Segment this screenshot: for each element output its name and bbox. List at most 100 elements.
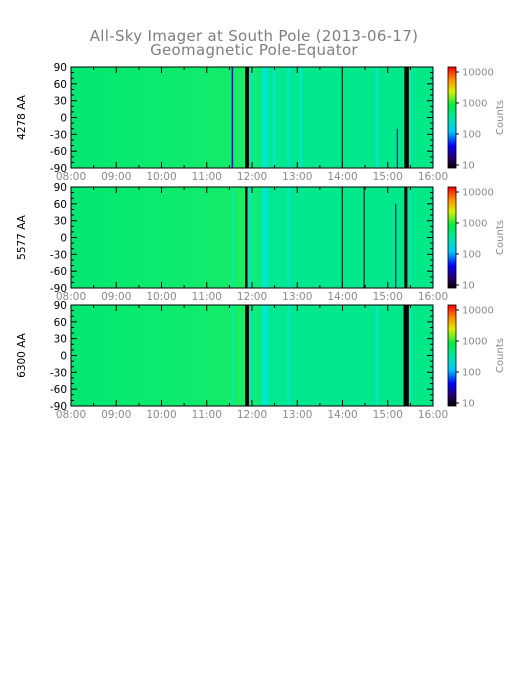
heatmap-stripe-5 <box>375 305 378 406</box>
y-tick-label: -60 <box>50 266 67 278</box>
y-tick-label: 90 <box>54 300 67 312</box>
y-tick-label: 60 <box>54 199 67 211</box>
chart-title: All-Sky Imager at South Pole (2013-06-17… <box>90 27 418 45</box>
colorbar <box>447 186 457 289</box>
heatmap-stripe-6 <box>363 187 365 288</box>
x-tick-label: 16:00 <box>418 409 448 421</box>
x-tick-label: 14:00 <box>327 171 357 183</box>
x-tick-label: 08:00 <box>56 409 86 421</box>
heatmap-stripe-10 <box>404 67 409 168</box>
y-axis-label: 4278 AA <box>16 94 28 140</box>
heatmap-stripe-5 <box>287 67 290 168</box>
colorbar-label: Counts <box>495 220 506 255</box>
x-tick-label: 09:00 <box>101 291 131 303</box>
heatmap-stripe-1 <box>245 187 248 288</box>
panel-5577: 08:00 09:00 10:00 11:00 12:00 13:00 14:00 15:00… <box>16 182 506 303</box>
panel-4278: 08:00 09:00 10:00 11:00 12:00 13:00 14:00 15:00… <box>16 62 506 183</box>
heatmap-stripe-4 <box>273 67 276 168</box>
y-tick-label: 0 <box>60 233 67 245</box>
y-tick-label: -30 <box>50 367 67 379</box>
x-tick-label: 13:00 <box>282 171 312 183</box>
x-tick-label: 11:00 <box>192 171 222 183</box>
y-tick-label: 90 <box>54 62 67 74</box>
y-tick-label: 60 <box>54 79 67 91</box>
colorbar-label: Counts <box>495 100 506 135</box>
heatmap-stripe-0 <box>231 67 234 168</box>
heatmap-stripe-7 <box>409 305 412 406</box>
heatmap-stripe-2 <box>250 305 253 406</box>
heatmap-stripe-0 <box>231 305 234 406</box>
colorbar-tick-label: 1000 <box>462 337 487 348</box>
colorbar-tick-label: 1000 <box>462 219 487 230</box>
y-tick-label: 0 <box>60 351 67 363</box>
colorbar-tick-label: 10 <box>462 161 475 172</box>
colorbar-tick-label: 100 <box>462 130 481 141</box>
x-tick-label: 08:00 <box>56 291 86 303</box>
y-tick-label: 60 <box>54 317 67 329</box>
colorbar-tick-label: 10000 <box>462 306 494 317</box>
y-tick-label: 30 <box>54 216 67 228</box>
x-tick-label: 08:00 <box>56 171 86 183</box>
y-tick-label: 30 <box>54 96 67 108</box>
heatmap-stripe-4 <box>287 305 290 406</box>
x-tick-label: 14:00 <box>327 409 357 421</box>
x-tick-label: 13:00 <box>282 409 312 421</box>
heatmap-stripe-2 <box>248 187 252 288</box>
heatmap-stripe-5 <box>341 187 343 288</box>
heatmap-stripe-6 <box>403 305 409 406</box>
heatmap-stripe-8 <box>404 187 408 288</box>
x-tick-label: 12:00 <box>237 171 267 183</box>
colorbar-tick-label: 10 <box>462 281 475 292</box>
heatmap-stripe-9 <box>396 128 398 168</box>
y-tick-label: -90 <box>50 283 67 295</box>
x-tick-label: 15:00 <box>373 171 403 183</box>
colorbar-tick-label: 10000 <box>462 68 494 79</box>
x-tick-label: 16:00 <box>418 291 448 303</box>
y-tick-label: 90 <box>54 182 67 194</box>
colorbar-tick-label: 10 <box>462 399 475 410</box>
x-tick-label: 14:00 <box>327 291 357 303</box>
heatmap-stripe-2 <box>250 67 253 168</box>
x-tick-label: 13:00 <box>282 291 312 303</box>
colorbar <box>447 304 457 407</box>
x-tick-label: 15:00 <box>373 409 403 421</box>
heatmap-stripe-3 <box>261 305 269 406</box>
x-tick-label: 09:00 <box>101 171 131 183</box>
heatmap-stripe-1 <box>245 305 249 406</box>
y-tick-label: -90 <box>50 401 67 413</box>
heatmap-stripe-7 <box>395 203 397 288</box>
x-tick-label: 12:00 <box>237 409 267 421</box>
y-tick-label: -60 <box>50 384 67 396</box>
x-tick-label: 15:00 <box>373 291 403 303</box>
x-tick-label: 16:00 <box>418 171 448 183</box>
x-tick-label: 11:00 <box>192 409 222 421</box>
y-tick-label: -30 <box>50 129 67 141</box>
colorbar-label: Counts <box>495 338 506 373</box>
x-tick-label: 10:00 <box>146 171 176 183</box>
colorbar <box>447 66 457 169</box>
colorbar-tick-label: 100 <box>462 368 481 379</box>
heatmap-stripe-9 <box>409 187 412 288</box>
heatmap-stripe-3 <box>261 187 269 288</box>
y-tick-label: 30 <box>54 334 67 346</box>
heatmap-stripe-0 <box>231 187 234 288</box>
y-axis-label: 6300 AA <box>16 332 28 378</box>
x-tick-label: 12:00 <box>237 291 267 303</box>
y-tick-label: 0 <box>60 113 67 125</box>
x-tick-label: 09:00 <box>101 409 131 421</box>
x-tick-label: 10:00 <box>146 409 176 421</box>
y-tick-label: -60 <box>50 146 67 158</box>
y-axis-label: 5577 AA <box>16 214 28 260</box>
colorbar-tick-label: 100 <box>462 250 481 261</box>
heatmap-stripe-6 <box>299 67 302 168</box>
colorbar-tick-label: 1000 <box>462 99 487 110</box>
heatmap-stripe-8 <box>375 67 378 168</box>
heatmap-stripe-7 <box>341 67 343 168</box>
heatmap-stripe-11 <box>409 67 412 168</box>
y-tick-label: -30 <box>50 249 67 261</box>
heatmap-stripe-1 <box>245 67 249 168</box>
chart-subtitle: Geomagnetic Pole-Equator <box>150 41 358 59</box>
heatmap-stripe-3 <box>261 67 269 168</box>
colorbar-tick-label: 10000 <box>462 188 494 199</box>
